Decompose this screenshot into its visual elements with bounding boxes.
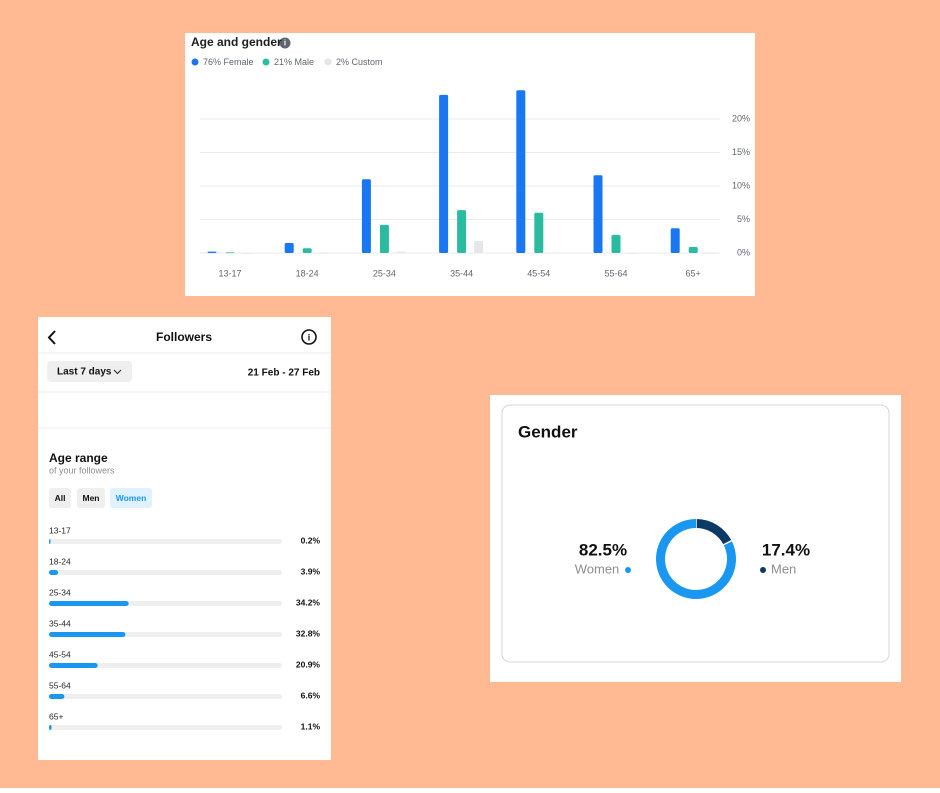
bar [379,224,389,253]
y-tick-label: 10% [732,180,750,190]
bar [705,253,715,254]
legend-dot [324,58,332,66]
bar [396,251,406,253]
value-label: 34.2% [296,597,321,607]
bar [49,570,59,575]
bar [593,175,603,253]
bar [516,90,526,253]
bar [49,694,65,699]
bar [319,253,329,254]
info-icon[interactable] [279,37,291,49]
legend-dot [625,567,631,573]
value-label: 0.2% [301,535,321,545]
category-label: 45-54 [49,649,71,659]
bar [207,251,217,253]
x-tick-label: 25-34 [373,268,396,278]
x-tick-label: 45-54 [527,268,550,278]
bar [225,252,235,254]
x-tick-label: 65+ [686,268,701,278]
value-label: 6.6% [301,690,321,700]
filter-button[interactable] [77,488,105,508]
x-tick-label: 18-24 [296,268,319,278]
y-tick-label: 15% [732,147,750,157]
x-tick-label: 13-17 [218,268,241,278]
legend-dot [760,567,766,573]
category-label: 18-24 [49,556,71,566]
bar [474,240,484,253]
panel-followers [38,317,331,760]
donut-segment [695,519,732,546]
bar [49,632,126,637]
legend-label: Men [771,561,796,576]
donut-segment [656,519,736,599]
bar [439,94,449,253]
bar [242,253,252,254]
bar-track [49,570,282,575]
info-glyph: i [284,39,286,48]
bar [457,210,467,253]
value-label: 32.8% [296,628,321,638]
chart-title: Age and gender [191,35,282,49]
back-button[interactable] [47,330,56,345]
bar-track [49,539,282,544]
section-subtitle: of your followers [49,465,115,475]
bar-track [49,694,282,699]
legend-dot [191,58,199,66]
value-label: 20.9% [296,659,321,669]
category-label: 13-17 [49,525,71,535]
bar [611,234,621,253]
y-tick-label: 5% [737,214,750,224]
legend-label: 2% Custom [336,57,383,67]
category-label: 35-44 [49,618,71,628]
date-range: 21 Feb - 27 Feb [248,368,320,379]
segment-gap [722,539,733,546]
bar [49,601,129,606]
screen-header: Followers [156,330,212,344]
bar [361,179,371,253]
category-label: 55-64 [49,680,71,690]
value-label: 17.4% [762,540,810,559]
gender-card [501,404,890,663]
y-tick-label: 20% [732,113,750,123]
bar [534,212,544,253]
value-label: 1.1% [301,721,321,731]
legend-label: 21% Male [274,57,314,67]
period-button[interactable] [47,361,132,382]
legend-label: 76% Female [203,57,254,67]
bar [628,253,638,254]
bar [551,252,561,254]
period-label[interactable]: Last 7 days [57,367,112,378]
bar [49,725,52,730]
filter-label[interactable]: Men [83,493,100,503]
x-tick-label: 55-64 [604,268,627,278]
legend-dot [262,58,270,66]
category-label: 65+ [49,711,63,721]
info-glyph: i [308,332,311,342]
filter-label[interactable]: All [55,493,66,503]
value-label: 3.9% [301,566,321,576]
value-label: 82.5% [579,540,627,559]
bar [688,246,698,253]
bar [49,539,51,544]
dropdown-arrow [113,369,122,375]
category-label: 25-34 [49,587,71,597]
filter-button[interactable] [49,488,71,508]
bar [670,228,680,253]
legend-label: Women [575,561,620,576]
bar [302,248,312,253]
info-button[interactable] [301,329,317,345]
y-tick-label: 0% [737,247,750,257]
filter-button[interactable] [110,488,152,508]
filter-label[interactable]: Women [116,493,147,503]
bar [284,242,294,253]
bar-track [49,725,282,730]
x-tick-label: 35-44 [450,268,473,278]
bar-track [49,663,282,668]
section-title: Age range [49,451,108,465]
bar [49,663,98,668]
panel-age-gender [185,33,755,296]
chart-title: Gender [518,422,578,441]
